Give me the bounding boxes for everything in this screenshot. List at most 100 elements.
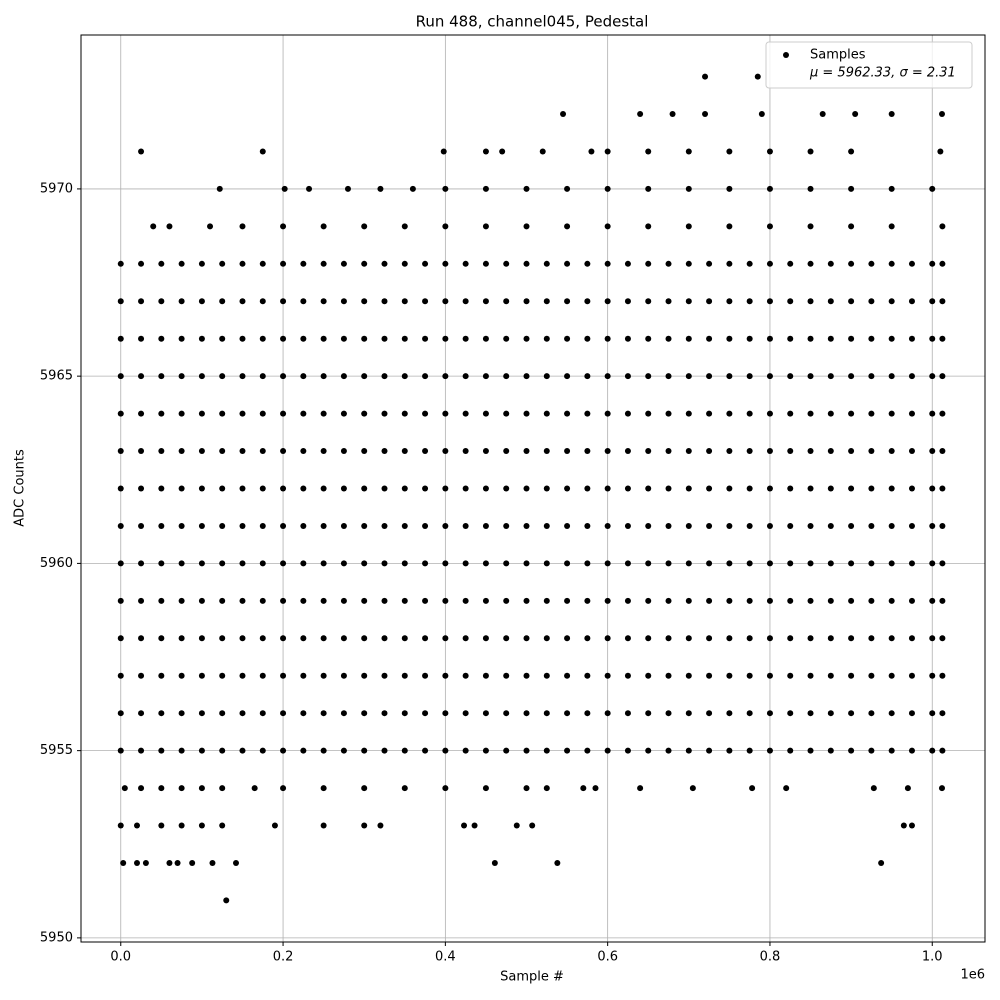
point [401, 223, 408, 230]
point [442, 710, 449, 717]
point [888, 373, 895, 380]
point [340, 635, 347, 642]
point [624, 635, 631, 642]
point [564, 260, 571, 267]
point [178, 822, 185, 829]
point [807, 522, 814, 529]
point [117, 635, 124, 642]
point [939, 373, 946, 380]
point [340, 410, 347, 417]
point [645, 223, 652, 230]
point [888, 635, 895, 642]
point [401, 410, 408, 417]
point [117, 522, 124, 529]
point [482, 560, 489, 567]
point [868, 710, 875, 717]
point [138, 298, 145, 305]
point [827, 522, 834, 529]
point [888, 185, 895, 192]
point [665, 710, 672, 717]
point [604, 635, 611, 642]
point [381, 485, 388, 492]
point [361, 373, 368, 380]
point [624, 448, 631, 455]
point [908, 335, 915, 342]
point [929, 710, 936, 717]
point [138, 635, 145, 642]
point [665, 672, 672, 679]
point [939, 560, 946, 567]
point [259, 710, 266, 717]
point [787, 410, 794, 417]
point [361, 410, 368, 417]
point [462, 747, 469, 754]
point [848, 597, 855, 604]
point [908, 597, 915, 604]
point [462, 597, 469, 604]
point [746, 335, 753, 342]
point [908, 410, 915, 417]
point [908, 448, 915, 455]
y-tick-label: 5955 [40, 743, 73, 758]
point [239, 522, 246, 529]
point [645, 485, 652, 492]
point [939, 597, 946, 604]
point [685, 635, 692, 642]
point [604, 522, 611, 529]
point [462, 635, 469, 642]
point [158, 635, 165, 642]
point [219, 747, 226, 754]
point [381, 373, 388, 380]
point [320, 522, 327, 529]
point [198, 448, 205, 455]
point [117, 373, 124, 380]
point [178, 410, 185, 417]
point [340, 448, 347, 455]
point [848, 223, 855, 230]
point [259, 260, 266, 267]
point [361, 785, 368, 792]
point [361, 485, 368, 492]
point [939, 522, 946, 529]
point [827, 597, 834, 604]
point [706, 522, 713, 529]
point [908, 747, 915, 754]
point [746, 635, 753, 642]
point [138, 560, 145, 567]
point [499, 148, 506, 155]
point [198, 373, 205, 380]
point [422, 747, 429, 754]
point [361, 448, 368, 455]
point [929, 335, 936, 342]
point [685, 373, 692, 380]
point [584, 597, 591, 604]
point [401, 260, 408, 267]
point [381, 560, 388, 567]
point [178, 672, 185, 679]
point [320, 410, 327, 417]
point [320, 822, 327, 829]
point [259, 747, 266, 754]
point [361, 522, 368, 529]
point [361, 747, 368, 754]
point [198, 410, 205, 417]
point [746, 747, 753, 754]
point [259, 448, 266, 455]
point [543, 522, 550, 529]
point [340, 747, 347, 754]
point [442, 672, 449, 679]
point [543, 485, 550, 492]
point [138, 335, 145, 342]
point [939, 223, 946, 230]
point [442, 185, 449, 192]
point [178, 335, 185, 342]
point [219, 560, 226, 567]
point [848, 410, 855, 417]
point [637, 785, 644, 792]
point [706, 710, 713, 717]
point [259, 560, 266, 567]
point [442, 560, 449, 567]
point [401, 373, 408, 380]
point [232, 859, 239, 866]
point [588, 148, 595, 155]
